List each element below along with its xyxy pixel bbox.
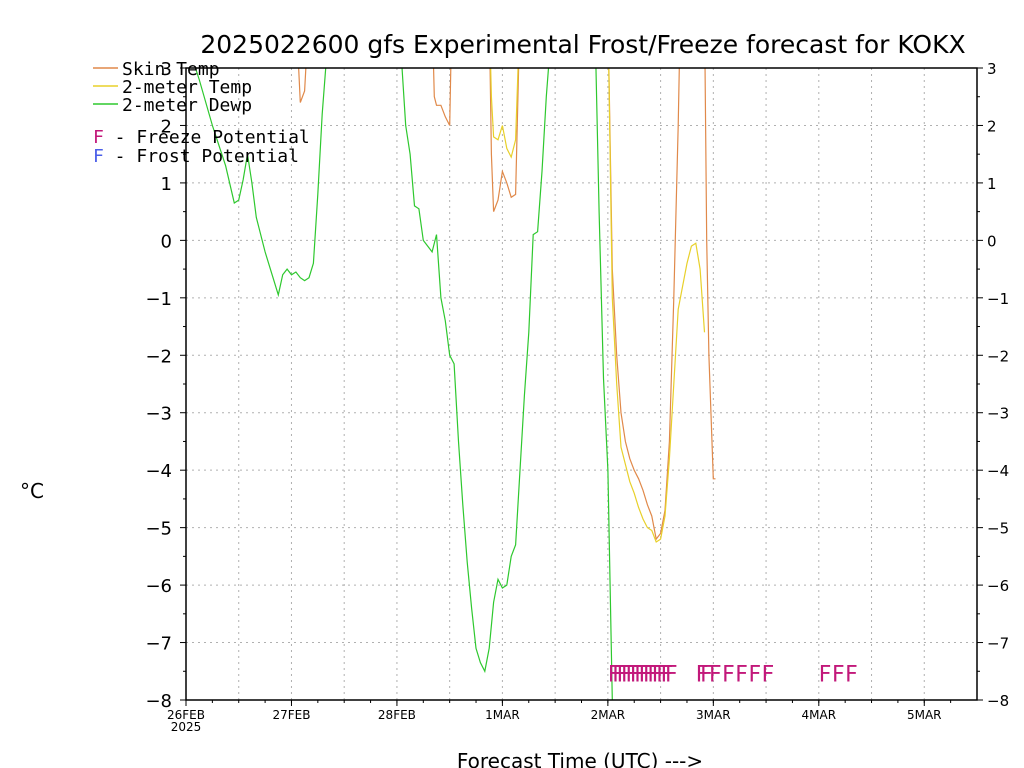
y-tick-label-left: 2 <box>161 116 172 137</box>
x-axis-label: Forecast Time (UTC) ---> <box>457 749 703 768</box>
freeze-flag: F <box>643 662 656 687</box>
y-tick-label-right: 0 <box>987 232 997 250</box>
freeze-flag: F <box>625 662 638 687</box>
freeze-flag: F <box>700 662 713 687</box>
y-tick-label-right: −3 <box>987 405 1009 423</box>
x-tick-label: 5MAR <box>907 708 942 722</box>
x-tick-sublabel: 2025 <box>171 720 202 734</box>
freeze-flag: F <box>709 662 722 687</box>
legend-skin-temp: Skin Temp <box>122 59 220 80</box>
freeze-flag: F <box>762 662 775 687</box>
freeze-flag: F <box>735 662 748 687</box>
freeze-flag: F <box>832 662 845 687</box>
y-tick-label-left: −1 <box>145 289 172 310</box>
y-tick-label-left: −4 <box>145 461 172 482</box>
series-line-2 <box>194 68 613 700</box>
y-tick-label-right: 1 <box>987 175 997 193</box>
y-tick-label-left: −2 <box>145 346 172 367</box>
y-tick-label-right: −4 <box>987 462 1009 480</box>
freeze-flag: F <box>639 662 652 687</box>
freeze-flag: F <box>665 662 678 687</box>
x-tick-label: 3MAR <box>696 708 731 722</box>
y-tick-label-left: 1 <box>161 174 172 195</box>
x-tick-label: 4MAR <box>802 708 837 722</box>
x-tick-label: 27FEB <box>272 708 310 722</box>
grid-lines <box>186 68 978 700</box>
x-tick-label: 1MAR <box>485 708 520 722</box>
y-tick-label-left: −6 <box>145 576 172 597</box>
freeze-flag: F <box>819 662 832 687</box>
freeze-flag: F <box>652 662 665 687</box>
freeze-flag: F <box>621 662 634 687</box>
x-tick-label: 2MAR <box>591 708 626 722</box>
y-tick-label-right: −6 <box>987 577 1009 595</box>
legend-freeze-potential: F - Freeze Potential <box>93 127 310 148</box>
legend: Skin Temp 2-meter Temp 2-meter Dewp F - … <box>93 59 310 167</box>
freeze-flag: F <box>612 662 625 687</box>
y-tick-label-right: −2 <box>987 347 1009 365</box>
y-tick-label-left: 3 <box>161 59 172 80</box>
legend-frost-potential: F - Frost Potential <box>93 146 299 167</box>
freeze-flag: F <box>630 662 643 687</box>
y-tick-label-left: −5 <box>145 519 172 540</box>
y-tick-label-right: −1 <box>987 290 1009 308</box>
freeze-flag: F <box>748 662 761 687</box>
plot-frame <box>185 67 978 701</box>
y-tick-label-right: −5 <box>987 520 1009 538</box>
x-tick-label: 26FEB <box>167 708 205 722</box>
y-tick-label-right: −8 <box>987 692 1009 710</box>
y-tick-label-left: −3 <box>145 404 172 425</box>
series-layer <box>194 68 716 700</box>
y-tick-label-right: 2 <box>987 117 997 135</box>
y-tick-label-right: −7 <box>987 635 1009 653</box>
freeze-flag: F <box>661 662 674 687</box>
y-axis-label: °C <box>20 479 44 503</box>
series-line-0 <box>298 68 716 541</box>
freeze-flag: F <box>722 662 735 687</box>
freeze-flag: F <box>845 662 858 687</box>
y-tick-label-left: −8 <box>145 691 172 712</box>
y-tick-label-right: 3 <box>987 60 997 78</box>
legend-2m-dewp: 2-meter Dewp <box>122 95 252 116</box>
freeze-flag: F <box>634 662 647 687</box>
y-tick-label-left: 0 <box>161 231 172 252</box>
legend-2m-temp: 2-meter Temp <box>122 77 252 98</box>
freeze-flag: F <box>617 662 630 687</box>
y-axis-right: 3 2 1 0 −1 −2 −3 −4 −5 −6 −7 −8 <box>977 60 1009 710</box>
freeze-flag: F <box>696 662 709 687</box>
y-tick-label-left: −7 <box>145 634 172 655</box>
x-tick-label: 28FEB <box>378 708 416 722</box>
freeze-flag: F <box>608 662 621 687</box>
freeze-flag: F <box>647 662 660 687</box>
series-line-1 <box>490 68 706 543</box>
chart-title: 2025022600 gfs Experimental Frost/Freeze… <box>200 30 965 59</box>
y-axis-left: 3 2 1 0 −1 −2 −3 −4 −5 −6 −7 −8 <box>145 59 186 712</box>
freeze-flag: F <box>656 662 669 687</box>
